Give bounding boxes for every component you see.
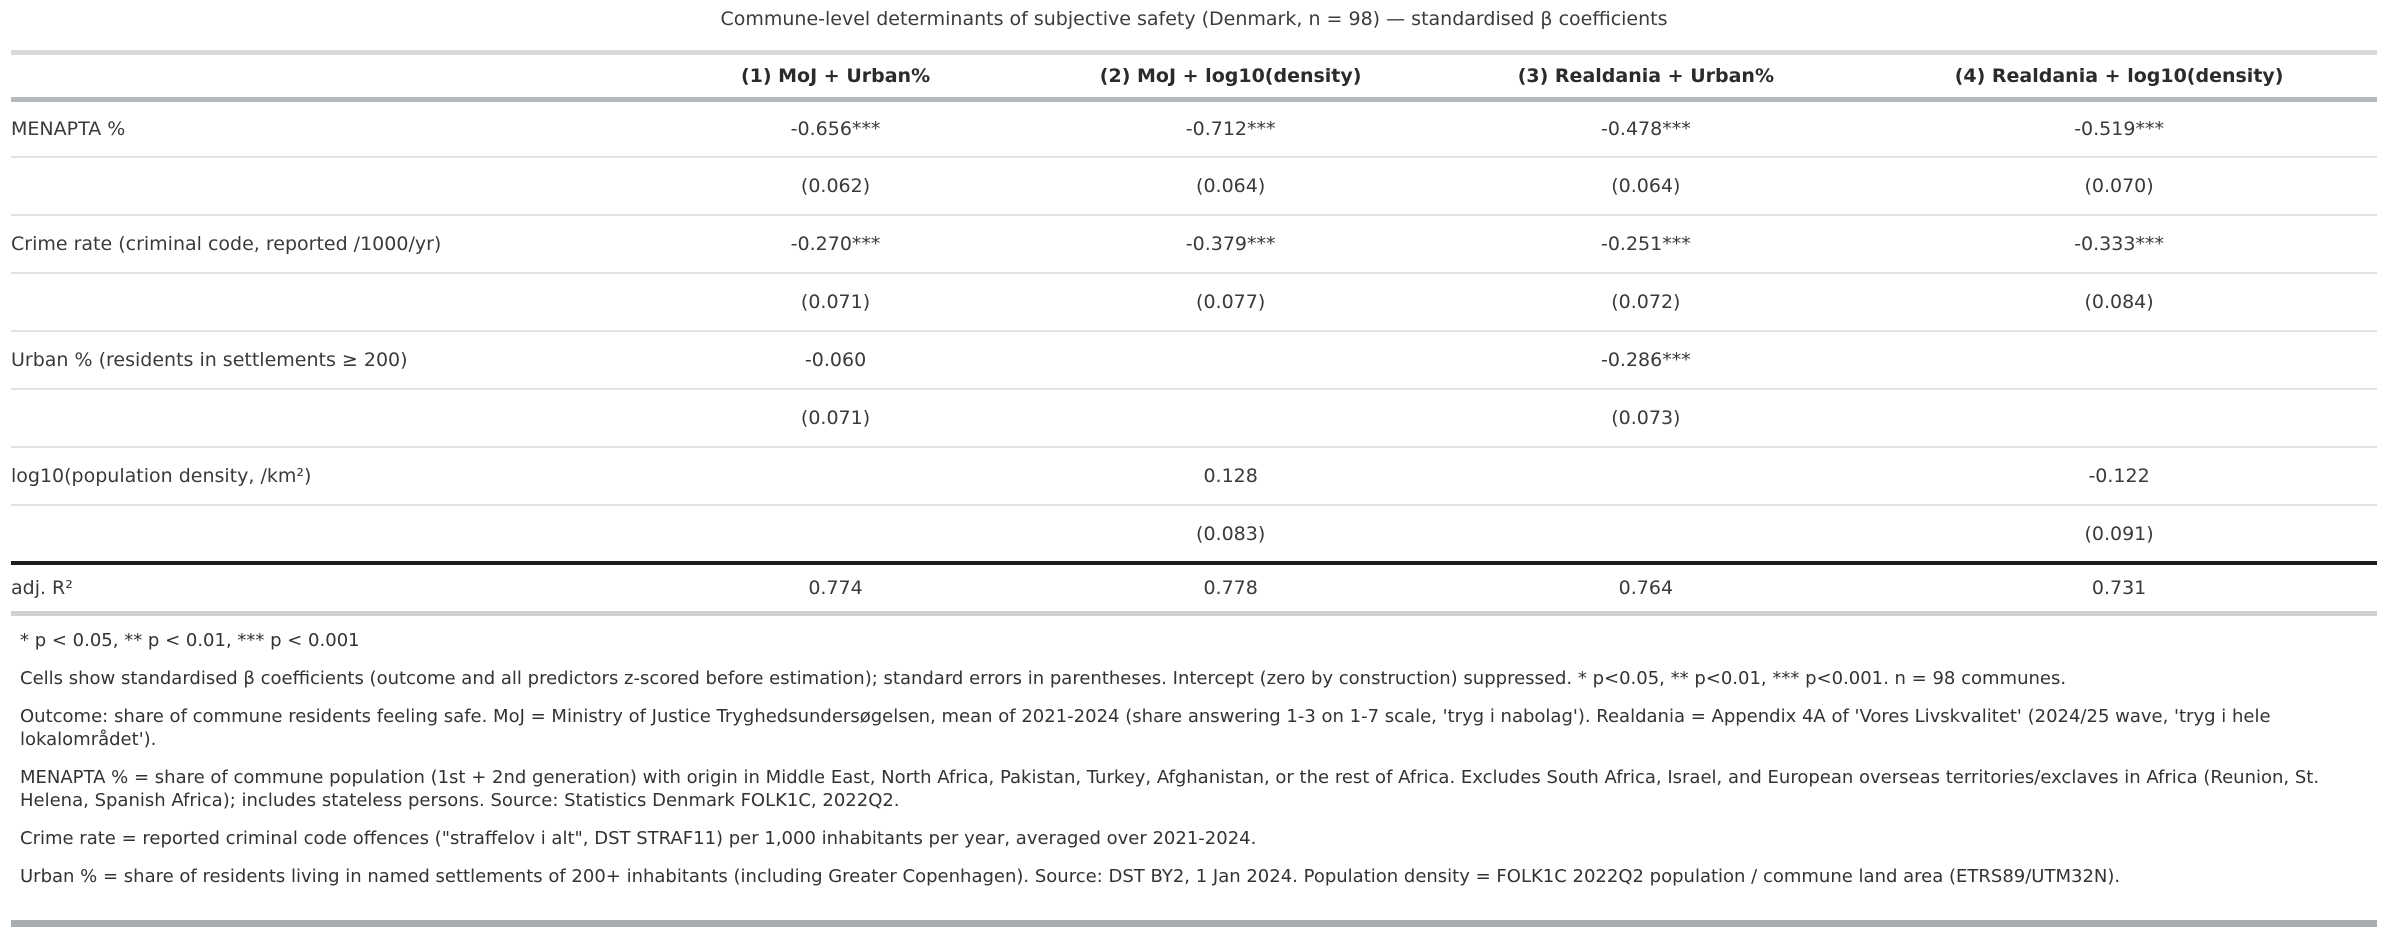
coefficient-cell: -0.286*** <box>1430 331 1862 390</box>
std-error-cell: (0.071) <box>640 273 1031 332</box>
row-label <box>11 273 641 332</box>
footnote-cells: Cells show standardised β coefficients (… <box>20 667 2067 689</box>
column-header-model-3: (3) Realdania + Urban% <box>1430 55 1862 102</box>
coefficient-cell: -0.379*** <box>1030 215 1431 274</box>
coefficient-cell: -0.122 <box>1861 447 2377 506</box>
row-label <box>11 389 641 448</box>
std-error-cell <box>1030 389 1431 448</box>
coefficient-cell <box>1861 331 2377 390</box>
table-row: Urban % (residents in settlements ≥ 200)… <box>11 331 2377 390</box>
coefficient-cell: -0.060 <box>640 331 1031 390</box>
row-label: Crime rate (criminal code, reported /100… <box>11 215 641 274</box>
report-page: Commune-level determinants of subjective… <box>11 8 2377 888</box>
table-row: log10(population density, /km²) 0.128 -0… <box>11 447 2377 506</box>
column-header-model-4: (4) Realdania + log10(density) <box>1861 55 2377 102</box>
std-error-cell: (0.072) <box>1430 273 1862 332</box>
column-header-model-2: (2) MoJ + log10(density) <box>1030 55 1431 102</box>
coefficient-cell: -0.519*** <box>1861 99 2377 158</box>
adj-r2-cell: 0.774 <box>640 561 1031 616</box>
coefficient-cell <box>1430 447 1862 506</box>
coefficient-cell <box>640 447 1031 506</box>
table-row: MENAPTA % -0.656*** -0.712*** -0.478*** … <box>11 99 2377 158</box>
stats-row: adj. R² 0.774 0.778 0.764 0.731 <box>11 561 2377 616</box>
row-label: log10(population density, /km²) <box>11 447 641 506</box>
row-label: Urban % (residents in settlements ≥ 200) <box>11 331 641 390</box>
std-error-cell: (0.064) <box>1430 157 1862 216</box>
coefficient-cell: -0.251*** <box>1430 215 1862 274</box>
column-header-model-1: (1) MoJ + Urban% <box>640 55 1031 102</box>
adj-r2-cell: 0.731 <box>1861 561 2377 616</box>
std-error-cell: (0.064) <box>1030 157 1431 216</box>
coefficient-cell: -0.478*** <box>1430 99 1862 158</box>
table-row: Crime rate (criminal code, reported /100… <box>11 215 2377 274</box>
std-error-cell: (0.071) <box>640 389 1031 448</box>
row-label-adj-r2: adj. R² <box>11 561 641 616</box>
std-error-cell: (0.091) <box>1861 505 2377 564</box>
regression-table: (1) MoJ + Urban% (2) MoJ + log10(density… <box>11 55 2377 616</box>
significance-note: * p < 0.05, ** p < 0.01, *** p < 0.001 <box>20 629 360 651</box>
std-error-cell: (0.083) <box>1030 505 1431 564</box>
row-label <box>11 157 641 216</box>
coefficient-cell: 0.128 <box>1030 447 1431 506</box>
std-error-cell: (0.084) <box>1861 273 2377 332</box>
table-header: (1) MoJ + Urban% (2) MoJ + log10(density… <box>11 55 2377 102</box>
coefficient-cell: -0.270*** <box>640 215 1031 274</box>
table-row: (0.083) (0.091) <box>11 505 2377 564</box>
std-error-cell <box>1430 505 1862 564</box>
row-label: MENAPTA % <box>11 99 641 158</box>
std-error-cell: (0.070) <box>1861 157 2377 216</box>
std-error-cell <box>1861 389 2377 448</box>
std-error-cell: (0.062) <box>640 157 1031 216</box>
coefficient-cell: -0.656*** <box>640 99 1031 158</box>
std-error-cell <box>640 505 1031 564</box>
header-row: (1) MoJ + Urban% (2) MoJ + log10(density… <box>11 55 2377 102</box>
page-title: Commune-level determinants of subjective… <box>720 8 1668 30</box>
footnote-menapta: MENAPTA % = share of commune population … <box>20 766 2320 811</box>
table-body: MENAPTA % -0.656*** -0.712*** -0.478*** … <box>11 99 2377 564</box>
footnotes-section: * p < 0.05, ** p < 0.01, *** p < 0.001 C… <box>11 616 2377 888</box>
table-row: (0.062) (0.064) (0.064) (0.070) <box>11 157 2377 216</box>
row-label <box>11 505 641 564</box>
coefficient-cell: -0.712*** <box>1030 99 1431 158</box>
adj-r2-cell: 0.778 <box>1030 561 1431 616</box>
footnote-outcome: Outcome: share of commune residents feel… <box>20 705 2271 750</box>
coefficient-cell: -0.333*** <box>1861 215 2377 274</box>
std-error-cell: (0.077) <box>1030 273 1431 332</box>
footnote-crime-rate: Crime rate = reported criminal code offe… <box>20 827 1257 849</box>
title-divider <box>11 50 2377 55</box>
adj-r2-cell: 0.764 <box>1430 561 1862 616</box>
table-row: (0.071) (0.073) <box>11 389 2377 448</box>
std-error-cell: (0.073) <box>1430 389 1862 448</box>
table-row: (0.071) (0.077) (0.072) (0.084) <box>11 273 2377 332</box>
header-empty-cell <box>11 55 641 102</box>
footnote-urban-density: Urban % = share of residents living in n… <box>20 865 2121 887</box>
bottom-divider <box>11 920 2377 927</box>
coefficient-cell <box>1030 331 1431 390</box>
table-stats: adj. R² 0.774 0.778 0.764 0.731 <box>11 561 2377 616</box>
